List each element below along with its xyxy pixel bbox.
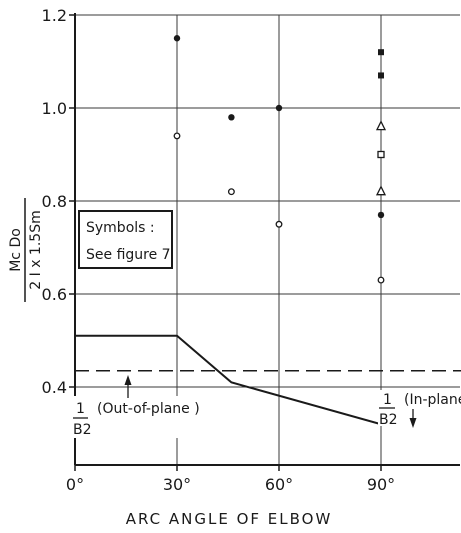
data-point-triangle bbox=[375, 185, 387, 196]
data-point-filled-circle bbox=[377, 211, 385, 219]
data-point-open-circle bbox=[173, 132, 181, 140]
in-plane-arrow bbox=[409, 409, 417, 428]
x-axis-label: ARC ANGLE OF ELBOW bbox=[126, 510, 333, 528]
data-point-open-circle bbox=[377, 276, 385, 284]
tick-labels: 0.4 0.6 0.8 1.0 1.2 0° 30° 60° 90° bbox=[42, 6, 396, 494]
y-tick-label: 1.0 bbox=[42, 99, 67, 118]
y-tick-label: 0.8 bbox=[42, 192, 67, 211]
x-tick-label: 90° bbox=[367, 475, 395, 494]
data-point-triangle bbox=[375, 120, 387, 131]
out-of-plane-annotation: 1 B2 (Out-of-plane ) bbox=[72, 375, 252, 438]
out-of-plane-numerator: 1 bbox=[76, 401, 85, 417]
data-point-filled-square bbox=[378, 49, 384, 56]
symbols-box-title: Symbols : bbox=[86, 220, 155, 236]
y-tick-label: 0.6 bbox=[42, 285, 67, 304]
in-plane-numerator: 1 bbox=[383, 392, 392, 408]
y-axis-label: Mc Do 2 I x 1.5Sm bbox=[8, 198, 44, 302]
data-point-filled-circle bbox=[228, 114, 235, 121]
y-tick-label: 0.4 bbox=[42, 378, 67, 397]
axes bbox=[69, 13, 460, 471]
data-point-open-circle bbox=[275, 220, 283, 228]
grid bbox=[75, 14, 460, 465]
x-tick-label: 60° bbox=[265, 475, 293, 494]
x-tick-label: 30° bbox=[163, 475, 191, 494]
out-of-plane-arrow bbox=[124, 375, 132, 398]
data-points bbox=[173, 35, 387, 284]
in-plane-text: (In-plane) bbox=[404, 392, 461, 408]
symbols-box-text: See figure 7 bbox=[86, 247, 171, 263]
data-point-filled-circle bbox=[173, 35, 181, 42]
in-plane-denominator: B2 bbox=[379, 412, 398, 428]
y-axis-label-numerator: Mc Do bbox=[8, 228, 24, 272]
data-point-open-square bbox=[377, 150, 385, 159]
symbols-box: Symbols : See figure 7 bbox=[78, 210, 173, 269]
y-tick-label: 1.2 bbox=[42, 6, 67, 25]
data-point-open-circle bbox=[227, 188, 235, 196]
x-tick-label: 0° bbox=[66, 475, 84, 494]
in-plane-annotation: 1 B2 (In-plane) bbox=[378, 390, 461, 428]
out-of-plane-text: (Out-of-plane ) bbox=[97, 401, 200, 417]
y-axis-label-denominator: 2 I x 1.5Sm bbox=[28, 210, 44, 289]
out-of-plane-denominator: B2 bbox=[73, 422, 92, 438]
data-point-filled-square bbox=[378, 72, 384, 79]
data-point-filled-circle bbox=[275, 104, 283, 112]
